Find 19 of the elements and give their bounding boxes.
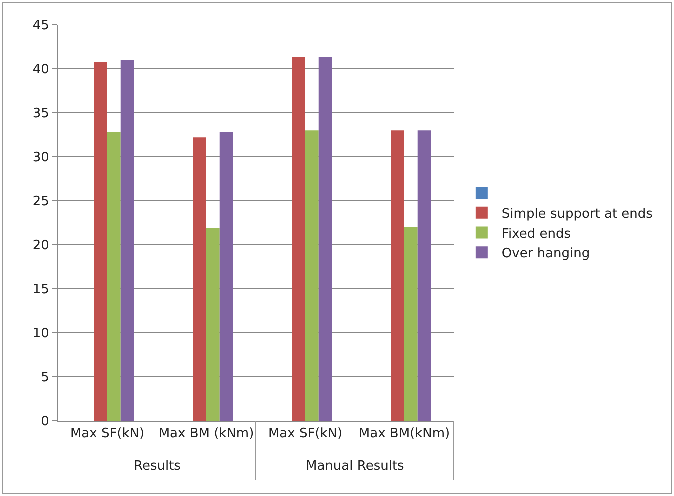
y-tick-label: 35 [32,106,50,122]
y-tick-label: 0 [41,414,50,430]
x-tick-label: Max BM (kNm) [158,426,254,442]
y-tick-label: 15 [32,282,50,298]
legend-label: Simple support at ends [502,206,654,222]
legend-label: Over hanging [502,246,590,262]
legend-label: Fixed ends [502,226,572,242]
y-tick-label: 25 [32,194,50,210]
y-tick-label: 40 [32,62,50,78]
y-tick-label: 45 [32,18,50,34]
y-tick-label: 20 [32,238,50,254]
x-tick-label: Max BM(kNm) [358,426,450,442]
x-tick-label: Max SF(kN) [268,426,343,442]
text: Manual Results [306,459,405,474]
y-tick-label: 10 [32,326,50,342]
text: Results [134,459,182,474]
x-tick-label: Max SF(kN) [70,426,145,442]
y-tick-label: 5 [41,370,50,386]
y-tick-label: 30 [32,150,50,166]
